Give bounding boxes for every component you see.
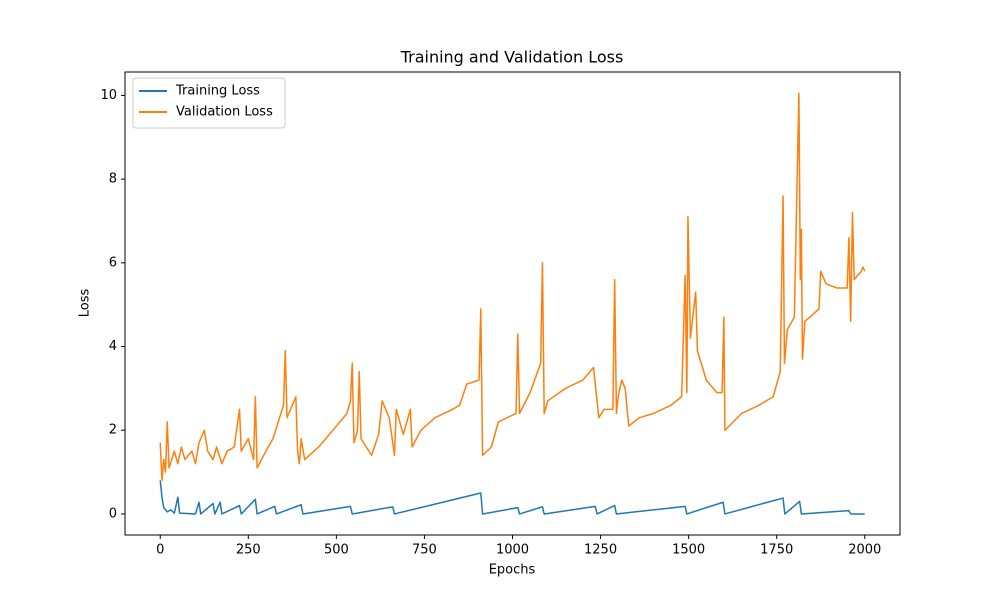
- x-tick-label: 0: [156, 543, 164, 558]
- line-series: [159, 92, 866, 482]
- y-tick-label: 4: [109, 339, 117, 354]
- y-tick-label: 8: [109, 172, 117, 187]
- y-tick-label: 6: [109, 255, 117, 270]
- y-tick-label: 0: [109, 506, 117, 521]
- y-axis-label: Loss: [78, 289, 93, 318]
- x-tick-label: 1750: [760, 543, 793, 558]
- legend-label: Training Loss: [175, 84, 260, 99]
- y-tick-label: 10: [100, 88, 117, 103]
- y-tick-label: 2: [109, 423, 117, 438]
- x-tick-label: 500: [324, 543, 349, 558]
- x-tick-label: 1250: [584, 543, 617, 558]
- plot-frame: [124, 71, 901, 536]
- chart-title: Training and Validation Loss: [400, 48, 624, 67]
- x-tick-label: 250: [236, 543, 261, 558]
- x-tick-label: 750: [412, 543, 437, 558]
- x-tick-label: 2000: [848, 543, 881, 558]
- legend-box: [132, 77, 286, 129]
- x-axis-label: Epochs: [489, 563, 536, 578]
- legend-label: Validation Loss: [176, 105, 273, 120]
- line-series: [159, 480, 865, 515]
- x-tick-label: 1500: [672, 543, 705, 558]
- x-tick-label: 1000: [496, 543, 529, 558]
